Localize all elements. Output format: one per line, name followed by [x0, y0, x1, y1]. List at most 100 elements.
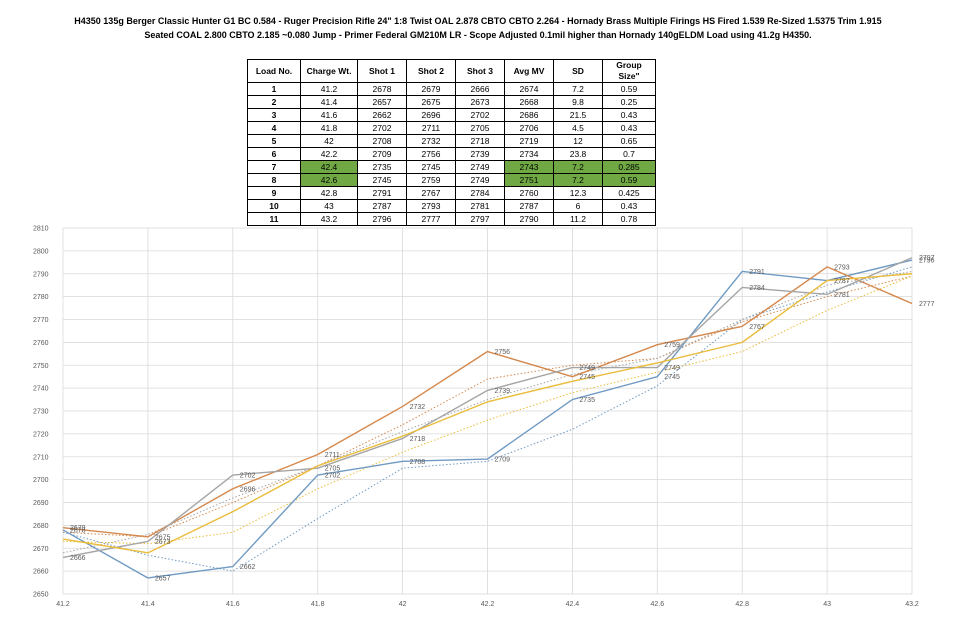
table-cell: 2787: [504, 199, 554, 213]
column-header: Avg MV: [504, 59, 554, 83]
table-row: 1 41.2 2678 2679 2666 2674 7.2 0.59: [247, 82, 656, 96]
table-cell: 4: [247, 121, 301, 135]
table-cell: 0.425: [602, 186, 656, 200]
table-cell: 2732: [406, 134, 456, 148]
table-cell: 0.65: [602, 134, 656, 148]
table-cell: 9: [247, 186, 301, 200]
data-label: 2759: [664, 342, 680, 349]
title-line-2: Seated COAL 2.800 CBTO 2.185 ~0.080 Jump…: [144, 30, 812, 40]
table-cell: 2718: [455, 134, 505, 148]
data-label: 2696: [240, 486, 256, 493]
table-cell: 2675: [406, 95, 456, 109]
data-label: 2784: [749, 285, 765, 292]
table-cell: 2674: [504, 82, 554, 96]
table-cell: 8: [247, 173, 301, 187]
data-label: 2702: [325, 473, 341, 480]
table-cell: 42.2: [300, 147, 358, 161]
x-tick-label: 42.2: [481, 601, 495, 608]
table-header-row: Load No. Charge Wt. Shot 1 Shot 2 Shot 3 Avg …: [247, 59, 656, 83]
table-cell: 42.8: [300, 186, 358, 200]
table-cell: 0.59: [602, 173, 656, 187]
table-cell: 0.43: [602, 108, 656, 122]
column-header: Load No.: [247, 59, 301, 83]
table-cell: 6: [247, 147, 301, 161]
table-cell: 43.2: [300, 212, 358, 226]
table-cell: 2749: [455, 173, 505, 187]
table-cell: 11.2: [553, 212, 603, 226]
table-cell: 3: [247, 108, 301, 122]
table-cell: 0.285: [602, 160, 656, 174]
table-cell: 2719: [504, 134, 554, 148]
column-header: Group Size": [602, 59, 656, 83]
table-cell: 41.2: [300, 82, 358, 96]
table-cell: 2702: [357, 121, 407, 135]
table-cell: 2696: [406, 108, 456, 122]
table-cell: 2709: [357, 147, 407, 161]
table-cell: 7.2: [553, 160, 603, 174]
table-cell: 2708: [357, 134, 407, 148]
table-cell: 7.2: [553, 82, 603, 96]
table-row: 7 42.4 2735 2745 2749 2743 7.2 0.285: [247, 160, 656, 174]
data-label: 2787: [834, 278, 850, 285]
table-cell: 2784: [455, 186, 505, 200]
table-cell: 4.5: [553, 121, 603, 135]
y-tick-label: 2760: [33, 340, 49, 347]
y-tick-label: 2770: [33, 317, 49, 324]
y-tick-label: 2720: [33, 431, 49, 438]
table-cell: 2705: [455, 121, 505, 135]
x-tick-label: 42.8: [735, 601, 749, 608]
table-row: 5 42 2708 2732 2718 2719 12 0.65: [247, 134, 656, 148]
table-cell: 11: [247, 212, 301, 226]
data-label: 2735: [579, 397, 595, 404]
table-cell: 2790: [504, 212, 554, 226]
data-label: 2709: [495, 457, 511, 464]
column-header: Shot 1: [357, 59, 407, 83]
table-cell: 10: [247, 199, 301, 213]
table-cell: 43: [300, 199, 358, 213]
table-cell: 2745: [406, 160, 456, 174]
data-label: 2666: [70, 555, 86, 562]
x-tick-label: 41.6: [226, 601, 240, 608]
series-line: [62, 266, 913, 538]
table-cell: 6: [553, 199, 603, 213]
table-cell: 2711: [406, 121, 456, 135]
table-cell: 2657: [357, 95, 407, 109]
data-label: 2679: [70, 525, 86, 532]
x-tick-label: 43: [823, 601, 831, 608]
table-cell: 12: [553, 134, 603, 148]
table-cell: 2668: [504, 95, 554, 109]
trendline: [62, 270, 913, 554]
table-cell: 9.8: [553, 95, 603, 109]
data-label: 2675: [155, 534, 171, 541]
table-cell: 0.7: [602, 147, 656, 161]
y-tick-label: 2690: [33, 500, 49, 507]
trendline: [62, 275, 913, 538]
trendline: [62, 266, 913, 572]
table-row: 8 42.6 2745 2759 2749 2751 7.2 0.59: [247, 173, 656, 187]
table-cell: 2739: [455, 147, 505, 161]
table-cell: 41.8: [300, 121, 358, 135]
load-data-table: Load No. Charge Wt. Shot 1 Shot 2 Shot 3 Avg …: [247, 59, 656, 226]
y-tick-label: 2650: [33, 592, 49, 599]
table-cell: 2686: [504, 108, 554, 122]
table-cell: 2791: [357, 186, 407, 200]
data-label: 2791: [749, 269, 765, 276]
series-line: [62, 257, 913, 559]
table-cell: 2756: [406, 147, 456, 161]
table-cell: 2749: [455, 160, 505, 174]
table-cell: 41.4: [300, 95, 358, 109]
series-line: [62, 259, 913, 579]
y-tick-label: 2660: [33, 569, 49, 576]
data-label: 2796: [919, 258, 935, 265]
data-label: 2756: [495, 349, 511, 356]
table-cell: 2706: [504, 121, 554, 135]
table-cell: 2743: [504, 160, 554, 174]
data-label: 2708: [410, 459, 426, 466]
data-label: 2749: [579, 365, 595, 372]
data-label: 2749: [664, 365, 680, 372]
x-tick-label: 42.4: [566, 601, 580, 608]
title-line-1: H4350 135g Berger Classic Hunter G1 BC 0…: [74, 16, 882, 26]
table-row: 10 43 2787 2793 2781 2787 6 0.43: [247, 199, 656, 213]
table-cell: 2796: [357, 212, 407, 226]
table-cell: 12.3: [553, 186, 603, 200]
